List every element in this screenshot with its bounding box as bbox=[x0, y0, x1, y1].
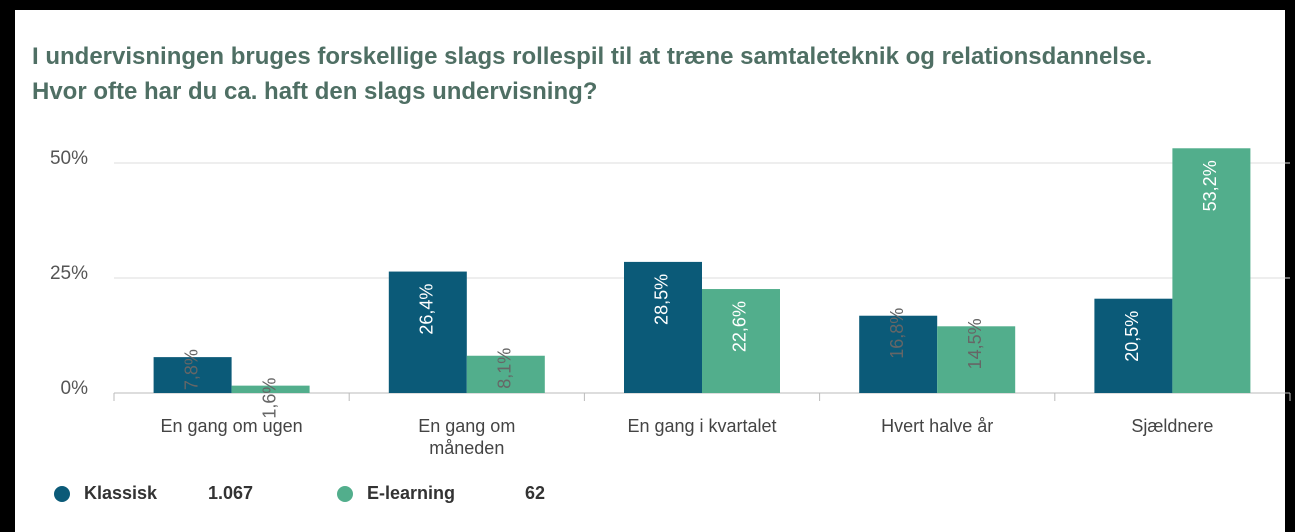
data-label: 28,5% bbox=[652, 274, 672, 325]
bar bbox=[231, 385, 310, 393]
bar bbox=[1172, 148, 1251, 393]
chart-title: I undervisningen bruges forskellige slag… bbox=[32, 43, 1152, 105]
legend-count: 62 bbox=[525, 483, 545, 503]
x-tick-label: Hvert halve år bbox=[881, 416, 993, 436]
data-label: 1,6% bbox=[259, 378, 279, 419]
y-tick-label: 50% bbox=[50, 148, 88, 169]
bar bbox=[859, 315, 938, 393]
data-label: 20,5% bbox=[1122, 311, 1142, 362]
bar bbox=[1094, 298, 1173, 393]
legend-marker bbox=[337, 486, 353, 502]
bar bbox=[388, 271, 467, 393]
data-label: 26,4% bbox=[417, 284, 437, 335]
data-label: 53,2% bbox=[1200, 160, 1220, 211]
bar bbox=[702, 289, 780, 393]
x-tick-label: En gang i kvartalet bbox=[627, 416, 776, 436]
x-tick-label: En gang om ugen bbox=[161, 416, 303, 436]
x-tick-label: En gang om måneden bbox=[418, 416, 515, 458]
bar bbox=[937, 326, 1016, 393]
data-label: 16,8% bbox=[887, 308, 907, 359]
y-tick-label: 25% bbox=[50, 263, 88, 284]
legend-count: 1.067 bbox=[208, 483, 253, 503]
x-tick-label: Sjældnere bbox=[1131, 416, 1213, 436]
legend-marker bbox=[54, 486, 70, 502]
data-label: 7,8% bbox=[181, 349, 201, 390]
bar bbox=[153, 357, 232, 393]
bar bbox=[624, 261, 702, 393]
data-label: 14,5% bbox=[965, 318, 985, 369]
data-label: 8,1% bbox=[495, 348, 515, 389]
y-tick-label: 0% bbox=[61, 378, 89, 399]
legend-label: Klassisk bbox=[84, 483, 158, 503]
legend-label: E-learning bbox=[367, 483, 455, 503]
data-label: 22,6% bbox=[730, 301, 750, 352]
bar bbox=[466, 355, 545, 393]
